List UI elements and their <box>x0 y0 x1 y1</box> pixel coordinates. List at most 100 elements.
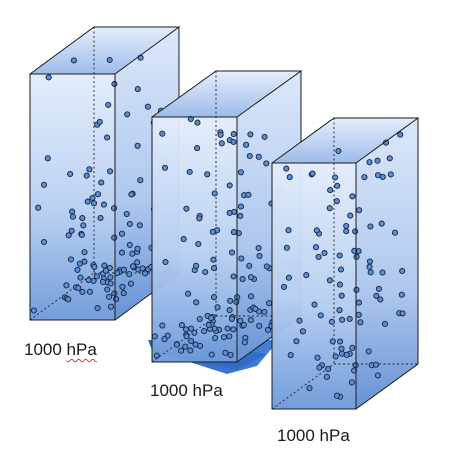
air-molecule <box>214 304 221 311</box>
air-molecule <box>366 263 373 270</box>
column-top-face <box>272 118 418 163</box>
air-molecule <box>321 249 328 257</box>
air-molecule <box>264 326 272 333</box>
air-molecule <box>373 292 380 299</box>
air-molecule <box>134 142 141 149</box>
air-molecule <box>178 322 185 329</box>
air-molecule <box>67 170 74 178</box>
air-molecule <box>69 213 76 220</box>
air-molecule <box>134 245 141 252</box>
air-molecule <box>343 222 350 230</box>
air-molecule <box>398 291 405 298</box>
air-molecule <box>237 212 244 219</box>
air-molecule <box>110 205 118 212</box>
side-edges <box>355 118 419 410</box>
air-molecule <box>193 299 200 306</box>
air-molecule <box>211 190 218 197</box>
air-molecule <box>69 208 76 215</box>
air-molecule <box>256 252 263 260</box>
air-molecule <box>210 265 218 272</box>
air-molecule <box>246 152 253 160</box>
air-molecule <box>106 56 113 64</box>
air-molecule <box>96 118 103 125</box>
air-molecule <box>120 290 127 297</box>
air-molecule <box>317 312 324 319</box>
column-top-face <box>30 27 179 74</box>
air-molecule <box>136 222 143 229</box>
air-molecule <box>332 353 339 360</box>
air-molecule <box>336 252 343 259</box>
air-molecule <box>188 325 195 332</box>
air-molecule <box>283 165 290 172</box>
air-molecule <box>76 260 83 267</box>
air-molecule <box>226 209 233 216</box>
air-molecule <box>212 334 219 342</box>
air-molecule <box>339 316 346 323</box>
air-molecule <box>227 351 234 358</box>
air-molecule <box>230 326 237 333</box>
top-edges <box>151 70 303 118</box>
air-molecule <box>84 198 91 205</box>
air-molecule <box>210 294 218 301</box>
air-molecule <box>161 164 169 171</box>
air-molecule <box>261 308 268 316</box>
air-molecule <box>159 130 166 137</box>
air-molecule <box>233 298 240 305</box>
air-molecule <box>77 274 84 281</box>
air-molecule <box>349 344 356 351</box>
air-molecule <box>94 305 101 312</box>
air-molecule <box>356 207 363 214</box>
air-molecule <box>306 385 313 392</box>
air-molecule <box>111 290 118 297</box>
air-molecule <box>187 115 194 123</box>
air-molecule <box>107 274 114 281</box>
air-molecule <box>230 229 237 236</box>
air-molecule <box>329 338 336 345</box>
air-molecule <box>333 392 340 399</box>
air-molecule <box>346 315 353 322</box>
air-molecule <box>126 220 133 228</box>
air-molecule <box>391 229 399 236</box>
air-molecule <box>314 354 321 361</box>
air-molecule <box>266 300 273 307</box>
air-molecule <box>137 177 144 184</box>
air-molecule <box>107 280 114 287</box>
air-molecule <box>285 274 292 281</box>
air-molecule <box>247 274 255 281</box>
air-molecule <box>105 101 112 108</box>
air-molecule <box>315 253 322 260</box>
air-molecule <box>230 138 237 145</box>
air-molecule <box>196 215 203 222</box>
air-molecule <box>226 182 233 189</box>
air-molecule <box>338 292 345 299</box>
air-molecule <box>375 285 382 292</box>
air-molecule <box>367 269 374 276</box>
air-molecule <box>336 307 343 314</box>
air-molecule <box>217 131 224 138</box>
air-molecule <box>120 266 128 273</box>
air-molecule <box>178 347 185 354</box>
air-molecule <box>347 212 354 219</box>
pressure-label-column-2: 1000 hPa <box>150 381 223 400</box>
air-molecule <box>222 349 229 356</box>
air-molecule <box>162 258 169 266</box>
air-molecule <box>220 334 227 341</box>
air-molecule <box>386 155 393 162</box>
air-molecule <box>111 80 118 87</box>
air-molecule <box>365 348 372 355</box>
air-molecule <box>366 159 373 166</box>
air-molecule <box>86 166 93 173</box>
air-molecule <box>67 256 75 263</box>
air-molecule <box>128 191 135 198</box>
air-molecule <box>227 297 234 304</box>
air-molecule <box>129 263 137 270</box>
air-molecule <box>338 345 345 352</box>
air-molecule <box>100 201 107 208</box>
air-molecule <box>255 244 262 252</box>
air-molecule <box>134 259 141 266</box>
air-molecule <box>326 205 333 212</box>
air-molecule <box>239 276 246 283</box>
air-molecule <box>188 337 195 345</box>
air-molecule <box>104 134 111 141</box>
air-molecule <box>183 205 190 212</box>
